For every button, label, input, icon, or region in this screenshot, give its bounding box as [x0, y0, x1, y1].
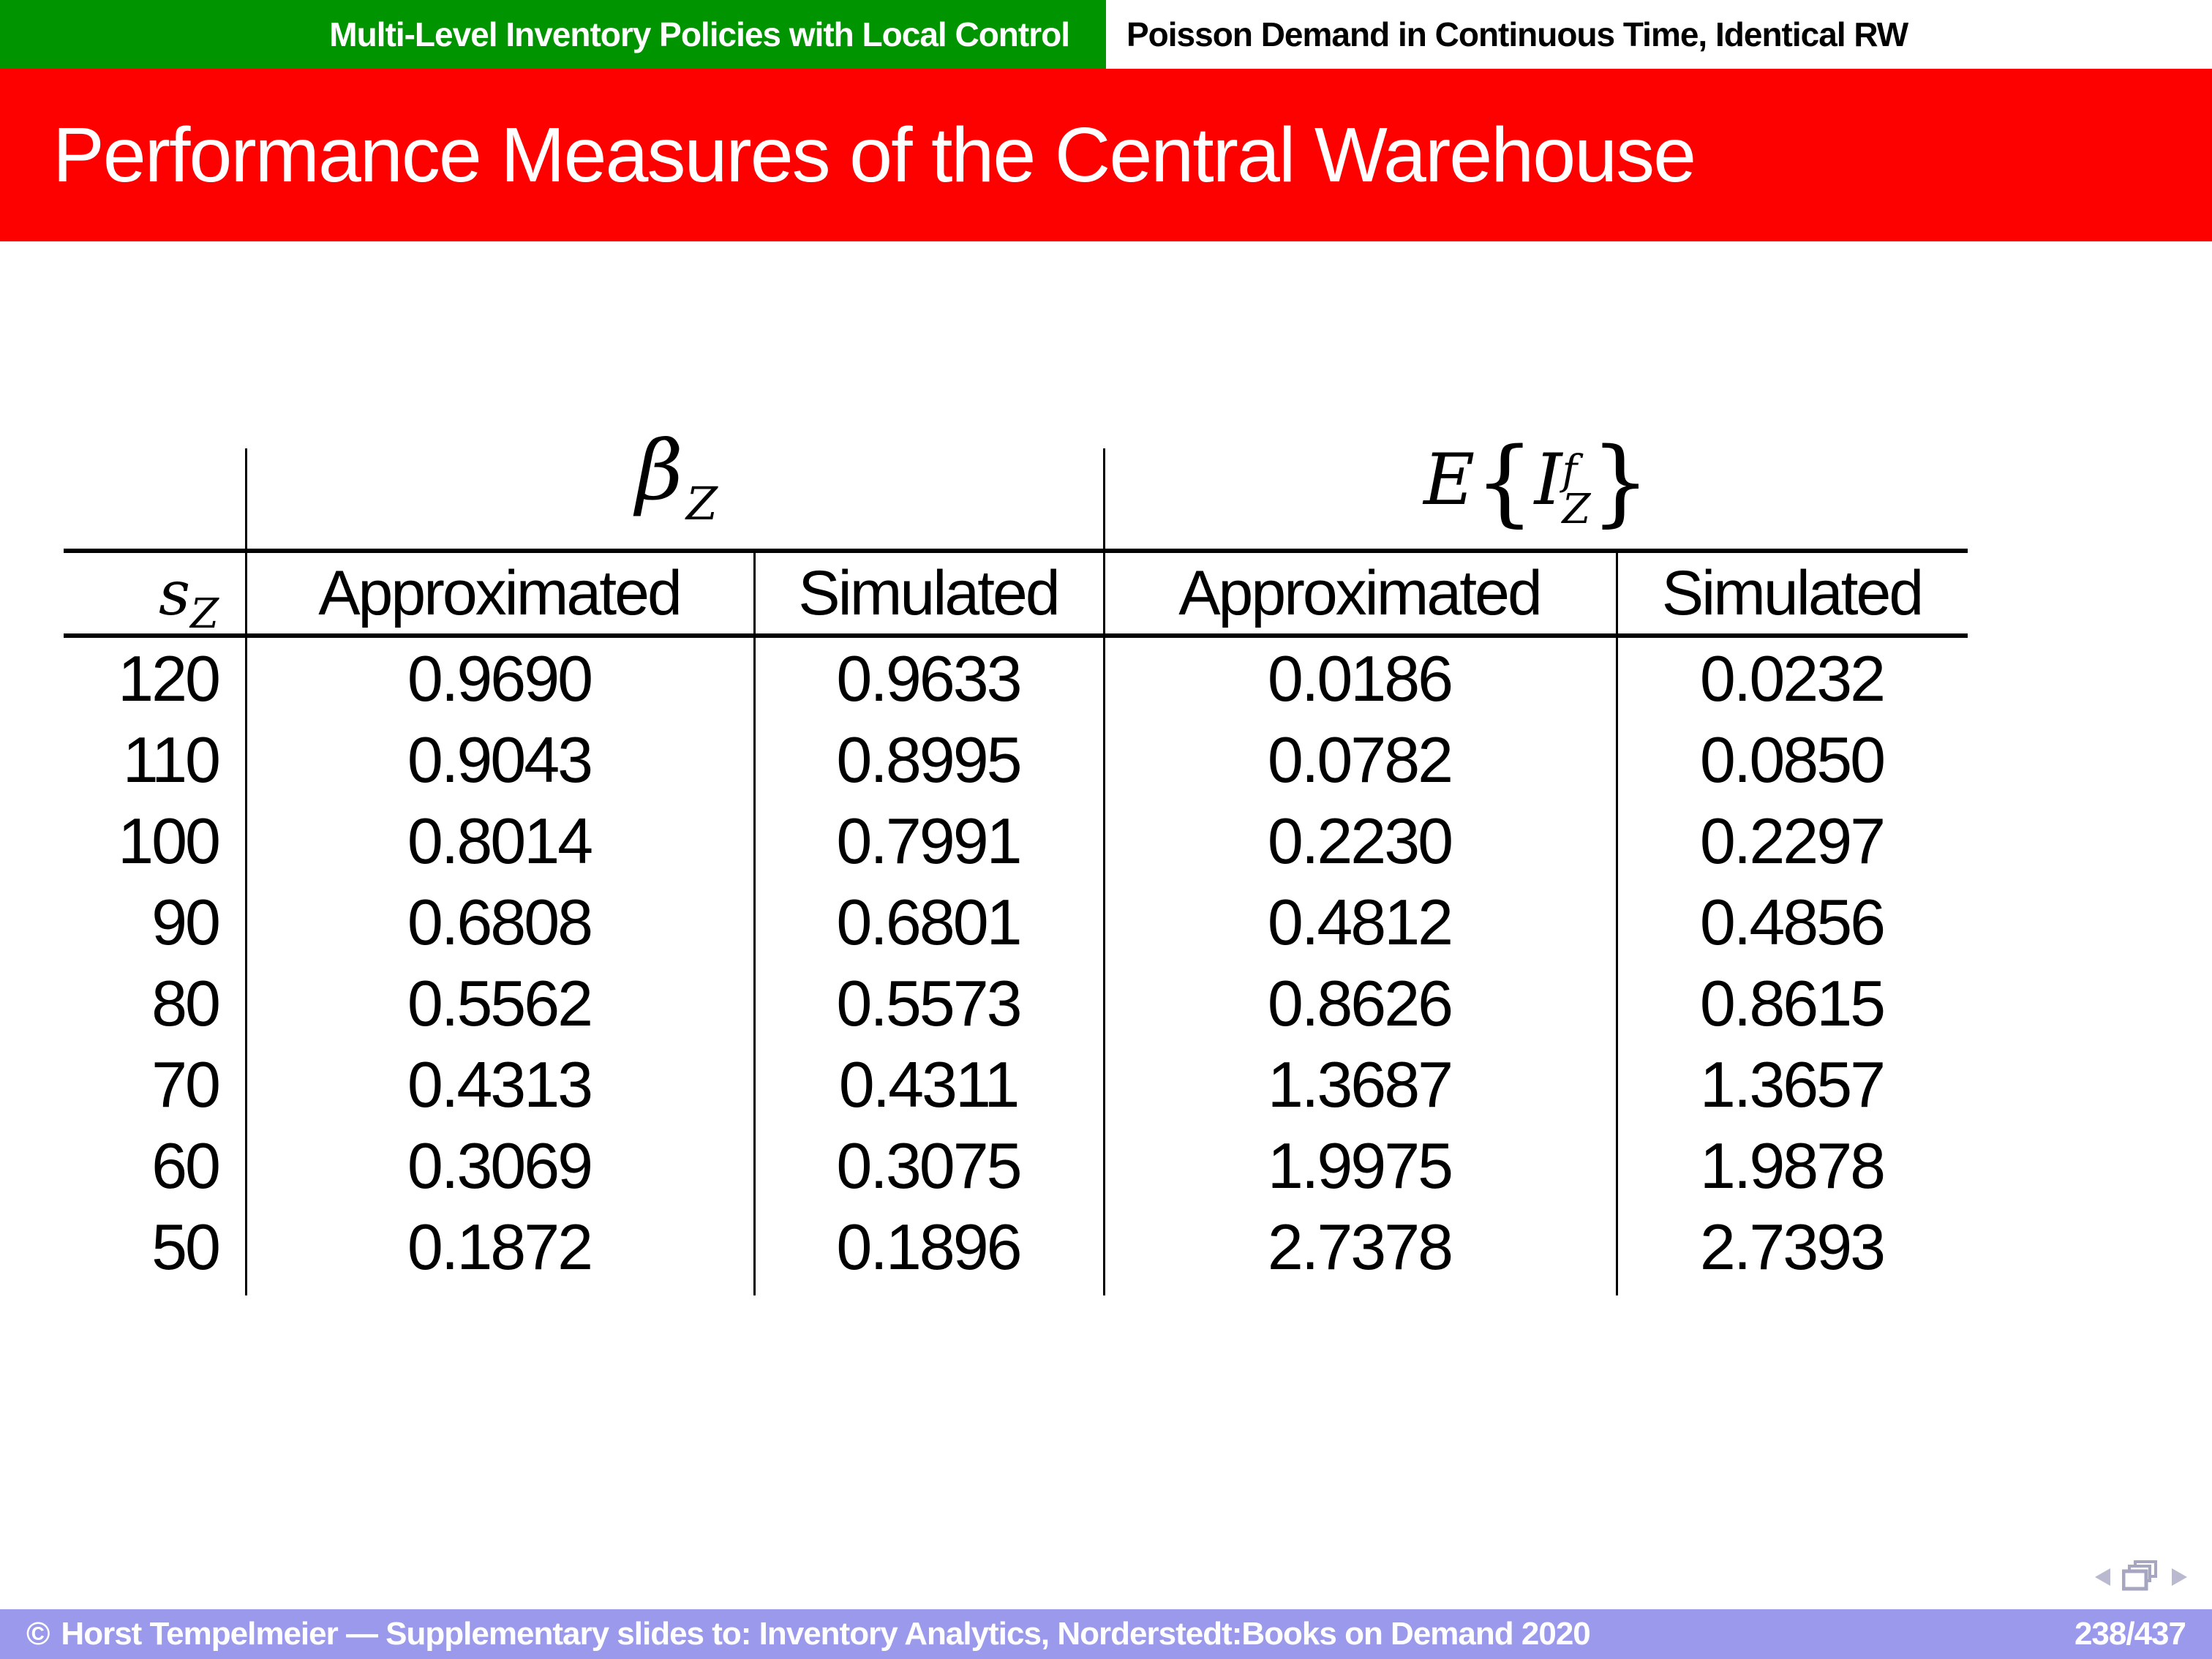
table-rule-header-bottom	[64, 633, 1968, 638]
row-label: 60	[151, 1129, 221, 1202]
table-cell: 1.9975	[1267, 1129, 1453, 1202]
copyright-icon: ©	[26, 1616, 50, 1652]
table-row: 120 0.9690 0.9633 0.0186 0.0232	[0, 638, 2212, 719]
table-cell: 0.8615	[1699, 967, 1886, 1039]
table-cell: 0.0186	[1267, 642, 1453, 715]
open-brace: {	[1475, 428, 1535, 537]
table-row: 90 0.6808 0.6801 0.4812 0.4856	[0, 881, 2212, 963]
table-cell: 0.0232	[1699, 642, 1886, 715]
section-title-right: Poisson Demand in Continuous Time, Ident…	[1126, 15, 1908, 53]
row-label: 70	[151, 1048, 221, 1121]
s-symbol: s	[158, 557, 191, 629]
table-cell: 0.0782	[1267, 723, 1453, 796]
next-arrow-icon[interactable]	[2172, 1568, 2187, 1586]
table-vertical-line-2	[753, 549, 756, 1295]
headline-section-right: Poisson Demand in Continuous Time, Ident…	[1106, 0, 2212, 69]
table-cell: 0.2297	[1699, 805, 1886, 877]
column-header-ei-simulated: Simulated	[1661, 558, 1924, 628]
s-subscript: Z	[190, 590, 219, 638]
table-vertical-line-3	[1103, 448, 1105, 1295]
table-cell: 0.1872	[407, 1211, 593, 1283]
table-row: 60 0.3069 0.3075 1.9975 1.9878	[0, 1125, 2212, 1206]
table-cell: 0.3075	[836, 1129, 1022, 1202]
table-cell: 0.4313	[407, 1048, 593, 1121]
inventory-symbol: I	[1534, 439, 1562, 521]
table-row: 70 0.4313 0.4311 1.3687 1.3657	[0, 1044, 2212, 1125]
table-cell: 0.9690	[407, 642, 593, 715]
page-title: Performance Measures of the Central Ware…	[53, 111, 1696, 198]
table-cell: 1.3687	[1267, 1048, 1453, 1121]
footer-text: Horst Tempelmeier — Supplementary slides…	[61, 1616, 1590, 1652]
close-brace: }	[1590, 428, 1650, 537]
row-label: 50	[151, 1211, 221, 1283]
table-cell: 0.4311	[838, 1048, 1020, 1121]
table-cell: 0.6808	[407, 886, 593, 958]
table-row: 100 0.8014 0.7991 0.2230 0.2297	[0, 800, 2212, 881]
table-cell: 0.0850	[1699, 723, 1886, 796]
page-number: 238/437	[2074, 1616, 2186, 1652]
table-cell: 2.7378	[1267, 1211, 1453, 1283]
section-title-left: Multi-Level Inventory Policies with Loca…	[329, 15, 1070, 53]
table-cell: 0.8626	[1267, 967, 1453, 1039]
table-cell: 0.6801	[836, 886, 1022, 958]
column-header-ei-approximated: Approximated	[1178, 558, 1543, 628]
headline-section-left: Multi-Level Inventory Policies with Loca…	[0, 0, 1106, 69]
row-label: 110	[122, 723, 221, 796]
row-label-header: sZ	[0, 553, 245, 638]
expectation-symbol: E	[1423, 439, 1475, 521]
table-header-row: sZ Approximated Simulated Approximated S…	[0, 553, 2212, 638]
table-cell: 0.2230	[1267, 805, 1453, 877]
beta-subscript: Z	[685, 477, 718, 530]
table-body: 120 0.9690 0.9633 0.0186 0.0232 110 0.9043 0.89…	[0, 638, 2212, 1287]
headline-bar: Multi-Level Inventory Policies with Loca…	[0, 0, 2212, 69]
row-label: 120	[118, 642, 221, 715]
table-row: 110 0.9043 0.8995 0.0782 0.0850	[0, 719, 2212, 800]
table-cell: 0.1896	[836, 1211, 1022, 1283]
table-cell: 0.5573	[836, 967, 1022, 1039]
table-cell: 1.3657	[1699, 1048, 1886, 1121]
navigation-symbols	[2095, 1555, 2187, 1599]
table-cell: 0.9043	[407, 723, 593, 796]
footer-credit: © Horst Tempelmeier — Supplementary slid…	[26, 1616, 1591, 1652]
column-header-beta-approximated: Approximated	[318, 558, 682, 628]
table-vertical-line-1	[245, 448, 247, 1295]
row-label: 100	[118, 805, 221, 877]
table-cell: 0.3069	[407, 1129, 593, 1202]
table-cell: 2.7393	[1699, 1211, 1886, 1283]
inventory-subscript: Z	[1562, 486, 1591, 533]
frames-icon[interactable]	[2122, 1560, 2160, 1594]
table-cell: 0.8995	[836, 723, 1022, 796]
table-cell: 0.8014	[407, 805, 593, 877]
beta-symbol: β	[636, 424, 683, 519]
inventory-superscript: f	[1562, 446, 1578, 494]
column-header-beta-simulated: Simulated	[798, 558, 1060, 628]
table-cell: 0.5562	[407, 967, 593, 1039]
row-label: 80	[151, 967, 221, 1039]
group-header-expected-inventory: E{I f Z}	[1105, 436, 1968, 533]
group-header-beta: βZ	[245, 430, 1105, 527]
frame-title-bar: Performance Measures of the Central Ware…	[0, 69, 2212, 241]
table-cell: 0.4856	[1699, 886, 1886, 958]
table-cell: 0.9633	[836, 642, 1022, 715]
table-cell: 0.7991	[836, 805, 1022, 877]
footer-bar: © Horst Tempelmeier — Supplementary slid…	[0, 1609, 2212, 1659]
table-row: 50 0.1872 0.1896 2.7378 2.7393	[0, 1206, 2212, 1287]
prev-arrow-icon[interactable]	[2095, 1568, 2110, 1586]
table-row: 80 0.5562 0.5573 0.8626 0.8615	[0, 963, 2212, 1044]
table-rule-top	[64, 549, 1968, 553]
row-label: 90	[151, 886, 221, 958]
table-cell: 0.4812	[1267, 886, 1453, 958]
table-cell: 1.9878	[1699, 1129, 1886, 1202]
table-vertical-line-4	[1616, 549, 1618, 1295]
